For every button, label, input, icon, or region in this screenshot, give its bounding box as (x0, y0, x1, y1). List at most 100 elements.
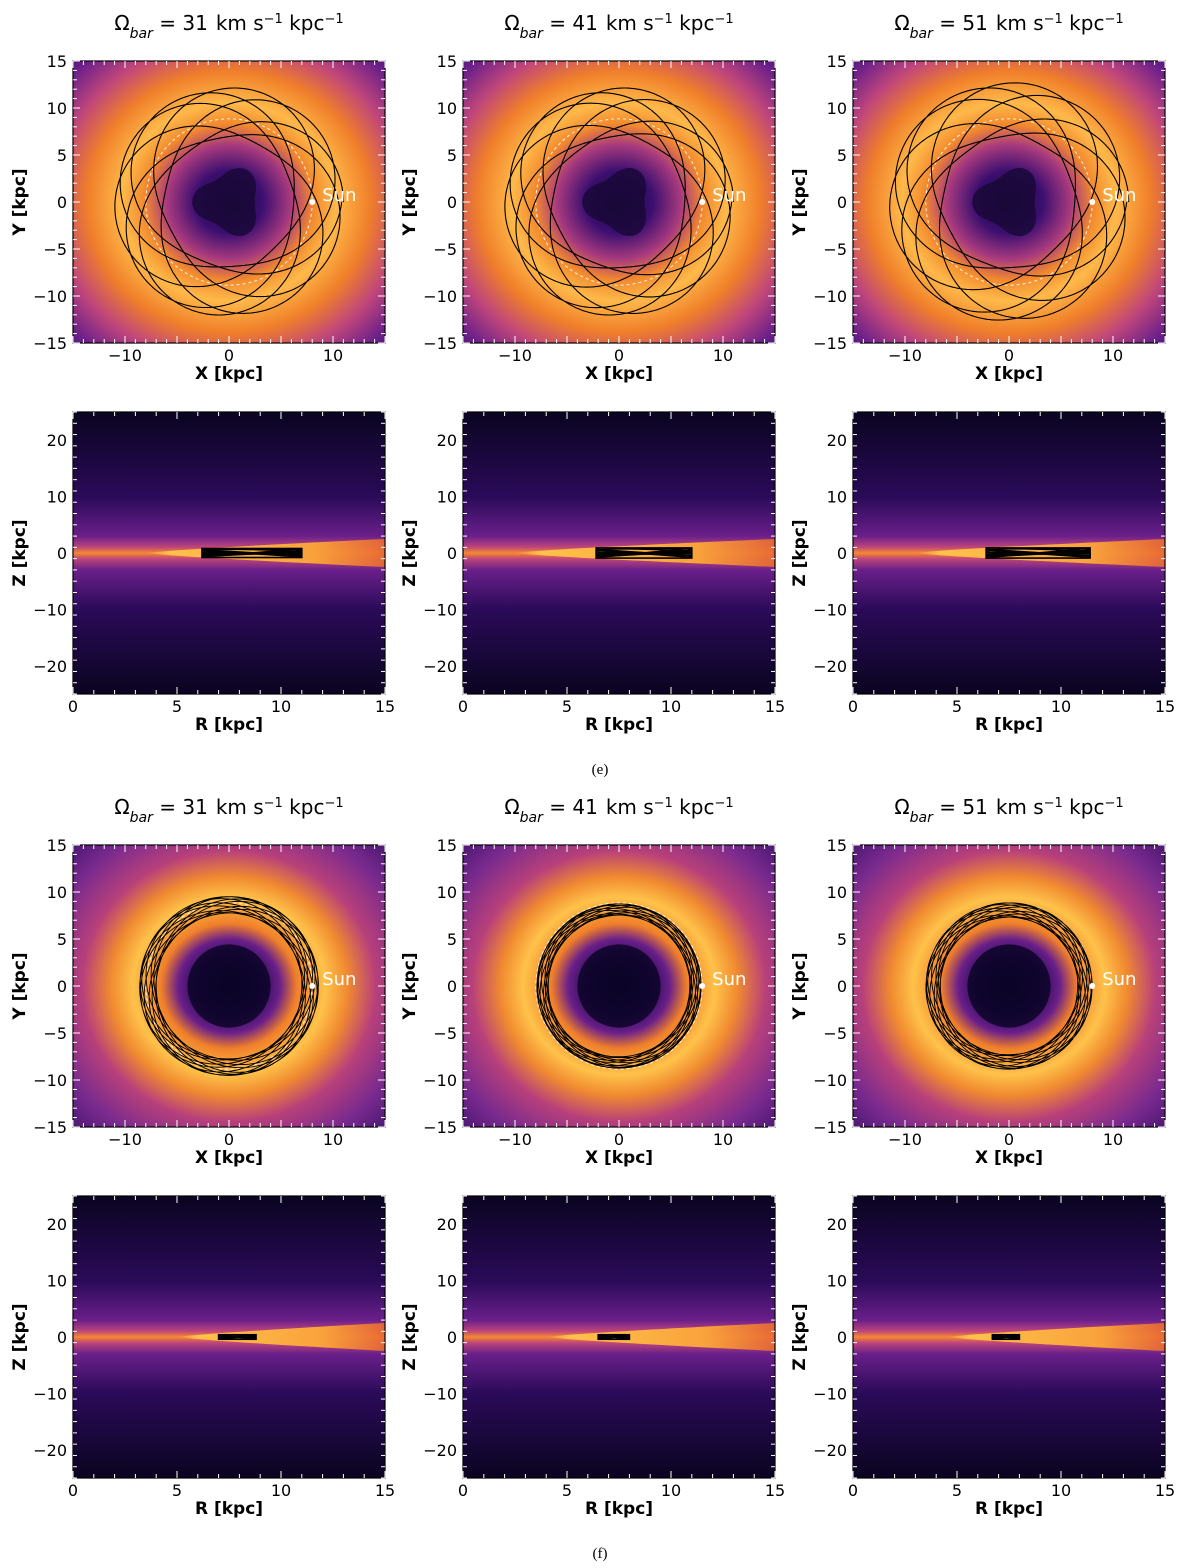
y-tick-label: −15 (33, 334, 67, 353)
y-tick-label: 5 (837, 146, 847, 165)
panel-title: Ωbar = 51 km s−1 kpc−1 (894, 11, 1123, 42)
omega-symbol: Ω (894, 11, 909, 35)
y-tick-label: 0 (57, 1328, 67, 1347)
ticks (72, 60, 386, 344)
x-axis-label: R [kpc] (975, 715, 1043, 735)
ticks (852, 60, 1166, 344)
orbit-envelope (201, 547, 303, 559)
y-tick-label: −5 (43, 1024, 67, 1043)
bar-region (577, 944, 661, 1028)
face-on-image (853, 845, 1165, 1127)
y-tick-label: −20 (33, 1441, 67, 1460)
y-tick-label: 0 (57, 977, 67, 996)
sun-marker (699, 983, 706, 989)
face-on-panel: Sun −10 0 10 15 10 5 0 −5 −10 −15 X [kpc] Y [kpc] (790, 836, 1166, 1168)
pattern-speed-value: 51 (962, 795, 987, 819)
y-tick-label: −10 (813, 600, 847, 619)
y-tick-label: −15 (813, 334, 847, 353)
y-axis-label: Y [kpc] (790, 952, 810, 1020)
y-tick-label: 0 (837, 977, 847, 996)
x-tick-label: 15 (375, 697, 395, 716)
orbit-envelope (985, 547, 1091, 559)
x-tick-label: −10 (498, 346, 532, 365)
x-tick-label: 0 (1004, 1130, 1014, 1149)
title-unit: kpc (673, 11, 715, 35)
orbit-trajectory (595, 547, 693, 559)
y-tick-label: 20 (47, 431, 67, 450)
orbit-trajectory (889, 82, 1130, 321)
axes-frame (462, 411, 776, 695)
galactic-disk (546, 1323, 775, 1351)
title-unit: kpc (283, 795, 325, 819)
x-tick-label: 15 (765, 1481, 785, 1500)
orbit-trajectory (925, 902, 1093, 1070)
y-tick-label: 10 (827, 883, 847, 902)
x-tick-label: 15 (375, 1481, 395, 1500)
title-exponent: −1 (714, 796, 733, 811)
title-subscript: bar (130, 26, 154, 42)
y-tick-label: −5 (433, 240, 457, 259)
y-tick-label: −10 (33, 1071, 67, 1090)
x-axis-label: R [kpc] (585, 715, 653, 735)
y-tick-label: −5 (433, 1024, 457, 1043)
axes-frame (852, 411, 1166, 695)
x-tick-label: 0 (458, 697, 468, 716)
pattern-speed-value: 31 (182, 795, 207, 819)
title-equals: = (153, 11, 182, 35)
x-tick-label: 0 (68, 697, 78, 716)
x-axis-label: R [kpc] (975, 1499, 1043, 1519)
x-axis-label: X [kpc] (585, 1148, 653, 1168)
x-tick-label: −10 (108, 1130, 142, 1149)
x-tick-label: 0 (614, 1130, 624, 1149)
title-subscript: bar (910, 26, 934, 42)
orbit-segment (218, 1334, 257, 1339)
y-tick-label: −20 (423, 657, 457, 676)
y-tick-label: 10 (437, 488, 457, 507)
y-axis-label: Y [kpc] (10, 952, 30, 1020)
orbit-segment (201, 548, 302, 556)
y-tick-label: −15 (813, 1118, 847, 1137)
title-unit: km s (216, 795, 264, 819)
sun-label: Sun (322, 969, 356, 990)
y-tick-label: −10 (33, 600, 67, 619)
x-tick-label: 5 (172, 1481, 182, 1500)
pattern-speed-value: 31 (182, 11, 207, 35)
x-tick-label: 10 (661, 697, 681, 716)
y-tick-label: −10 (423, 287, 457, 306)
caption-e: (e) (591, 762, 609, 778)
orbit-envelope (597, 1333, 631, 1341)
x-tick-label: 15 (765, 697, 785, 716)
title-exponent: −1 (264, 796, 283, 811)
y-tick-label: −5 (823, 1024, 847, 1043)
title-equals: = (543, 11, 572, 35)
y-axis-label: Z [kpc] (790, 519, 810, 586)
title-subscript: bar (130, 810, 154, 826)
title-exponent: −1 (324, 12, 343, 27)
orbit-envelope (991, 1333, 1021, 1341)
sun-label: Sun (712, 185, 746, 206)
x-axis-label: X [kpc] (975, 1148, 1043, 1168)
ticks (72, 1195, 386, 1479)
y-tick-label: −10 (33, 287, 67, 306)
y-tick-label: 20 (47, 1215, 67, 1234)
x-tick-label: 10 (323, 1130, 343, 1149)
y-tick-label: 20 (827, 1215, 847, 1234)
sun-marker (309, 983, 316, 989)
x-tick-label: 10 (1103, 346, 1123, 365)
y-axis-label: Z [kpc] (400, 1303, 420, 1370)
axes-frame (72, 1195, 386, 1479)
y-tick-label: 0 (837, 193, 847, 212)
y-tick-label: 10 (437, 883, 457, 902)
axes-frame (72, 411, 386, 695)
edge-on-panel: 0 5 10 15 20 10 0 −10 −20 R [kpc] Z [kpc] (790, 1195, 1175, 1519)
y-tick-label: 15 (437, 52, 457, 71)
title-equals: = (933, 795, 962, 819)
galactic-disk (946, 1323, 1165, 1351)
face-on-image (463, 61, 775, 343)
y-axis-label: Z [kpc] (10, 1303, 30, 1370)
orbit-trajectory (217, 1333, 257, 1341)
y-tick-label: −10 (423, 600, 457, 619)
